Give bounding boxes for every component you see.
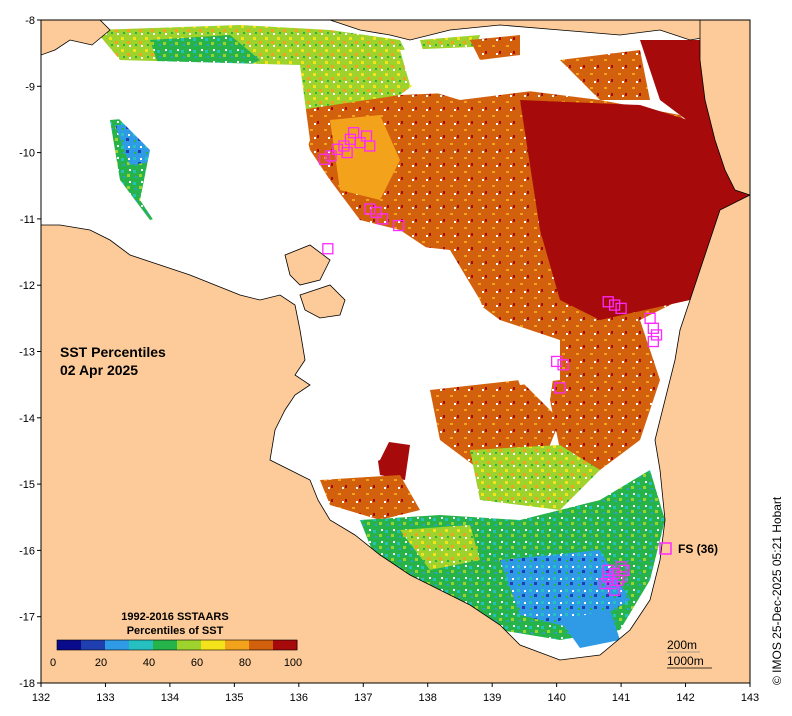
x-tick-label: 143 bbox=[741, 692, 759, 704]
imos-credit: © IMOS 25-Dec-2025 05:21 Hobart bbox=[770, 496, 784, 685]
land-gove-peninsula bbox=[299, 284, 346, 319]
legend-title: 1992-2016 SSTAARS bbox=[121, 611, 228, 623]
colorbar-segment bbox=[249, 640, 274, 650]
land-groote-eylandt bbox=[284, 244, 331, 286]
colorbar-tick-label: 80 bbox=[239, 657, 251, 669]
y-tick-label: -8 bbox=[25, 15, 35, 27]
y-tick-label: -17 bbox=[19, 612, 35, 624]
fs-markers bbox=[318, 127, 663, 596]
fs-marker bbox=[370, 206, 382, 218]
fs-marker bbox=[599, 577, 611, 590]
colorbar-segment bbox=[129, 640, 154, 650]
y-tick-label: -9 bbox=[25, 81, 35, 93]
colorbar-tick-label: 100 bbox=[284, 657, 302, 669]
x-tick-label: 137 bbox=[354, 692, 372, 704]
colorbar-outline bbox=[56, 639, 298, 651]
y-tick-label: -12 bbox=[19, 280, 35, 292]
fs-marker bbox=[322, 243, 334, 255]
colorbar-tick-label: 60 bbox=[191, 657, 203, 669]
fs-marker bbox=[347, 127, 360, 139]
y-tick-label: -16 bbox=[19, 545, 35, 557]
colorbar bbox=[56, 639, 298, 651]
colorbar-tick-label: 20 bbox=[95, 657, 107, 669]
x-tick-label: 135 bbox=[225, 692, 243, 704]
y-tick-label: -18 bbox=[19, 678, 35, 690]
fs-legend-marker bbox=[659, 542, 672, 555]
map-date: 02 Apr 2025 bbox=[60, 362, 138, 378]
colorbar-legend: 1992-2016 SSTAARS Percentiles of SST 0 20… bbox=[50, 611, 302, 669]
contour-200m: 200m bbox=[667, 638, 697, 652]
colorbar-segment bbox=[81, 640, 106, 650]
fs-marker bbox=[364, 140, 376, 152]
colorbar-tick-label: 40 bbox=[143, 657, 155, 669]
colorbar-segment bbox=[177, 640, 202, 650]
y-tick-label: -15 bbox=[19, 479, 35, 491]
fs-marker bbox=[338, 140, 350, 152]
colorbar-segment bbox=[273, 640, 298, 650]
fs-marker bbox=[318, 153, 331, 165]
y-tick-label: -11 bbox=[20, 214, 35, 226]
fs-marker bbox=[602, 296, 614, 308]
y-tick-label: -10 bbox=[19, 148, 35, 160]
x-tick-label: 134 bbox=[161, 692, 179, 704]
fs-marker bbox=[615, 302, 627, 315]
x-tick-label: 141 bbox=[612, 692, 630, 704]
fs-marker bbox=[554, 382, 566, 394]
fs-legend-label: FS (36) bbox=[678, 542, 718, 556]
fs-marker bbox=[602, 564, 614, 576]
colorbar-segment bbox=[105, 640, 130, 650]
map-title: SST Percentiles bbox=[60, 344, 166, 360]
colorbar-segment bbox=[225, 640, 250, 650]
fs-marker bbox=[364, 203, 376, 215]
x-tick-label: 138 bbox=[419, 692, 437, 704]
land bbox=[41, 20, 750, 683]
contour-1000m: 1000m bbox=[667, 654, 704, 668]
land-australia bbox=[41, 194, 750, 683]
colorbar-ticks: 0 20 40 60 80 100 bbox=[50, 657, 302, 669]
fs-marker bbox=[550, 355, 563, 368]
fs-marker bbox=[618, 564, 630, 576]
fs-marker bbox=[647, 322, 659, 334]
fs-marker bbox=[608, 299, 621, 311]
fs-marker bbox=[557, 359, 569, 371]
land-cape-york bbox=[699, 20, 750, 196]
x-tick-label: 140 bbox=[547, 692, 565, 704]
x-tick-label: 139 bbox=[483, 692, 501, 704]
x-tick-label: 136 bbox=[290, 692, 308, 704]
fs-marker bbox=[341, 146, 353, 159]
land-northwest bbox=[41, 20, 111, 56]
fs-marker bbox=[325, 150, 337, 162]
fs-marker bbox=[393, 219, 405, 232]
colorbar-segment bbox=[57, 640, 82, 650]
legend-subtitle: Percentiles of SST bbox=[127, 625, 224, 637]
x-tick-label: 132 bbox=[32, 692, 50, 704]
x-axis: 132 133 134 135 136 137 138 139 140 141 142 143 bbox=[32, 683, 759, 704]
x-tick-label: 133 bbox=[96, 692, 114, 704]
sst-field bbox=[95, 25, 750, 648]
fs-marker bbox=[376, 213, 389, 225]
fs-marker bbox=[650, 329, 663, 341]
fs-marker bbox=[647, 335, 659, 348]
fs-marker bbox=[615, 571, 627, 583]
y-tick-label: -14 bbox=[19, 413, 35, 425]
colorbar-tick-label: 0 bbox=[50, 657, 56, 669]
plot-area bbox=[41, 20, 750, 683]
x-tick-label: 142 bbox=[676, 692, 694, 704]
fs-marker bbox=[602, 571, 614, 583]
y-axis: -8 -9 -10 -11 -12 -13 -14 -15 -16 -17 -18 bbox=[19, 15, 41, 690]
colorbar-segment bbox=[201, 640, 226, 650]
fs-marker bbox=[605, 577, 618, 590]
colorbar-segment bbox=[153, 640, 178, 650]
y-tick-label: -13 bbox=[19, 347, 35, 359]
